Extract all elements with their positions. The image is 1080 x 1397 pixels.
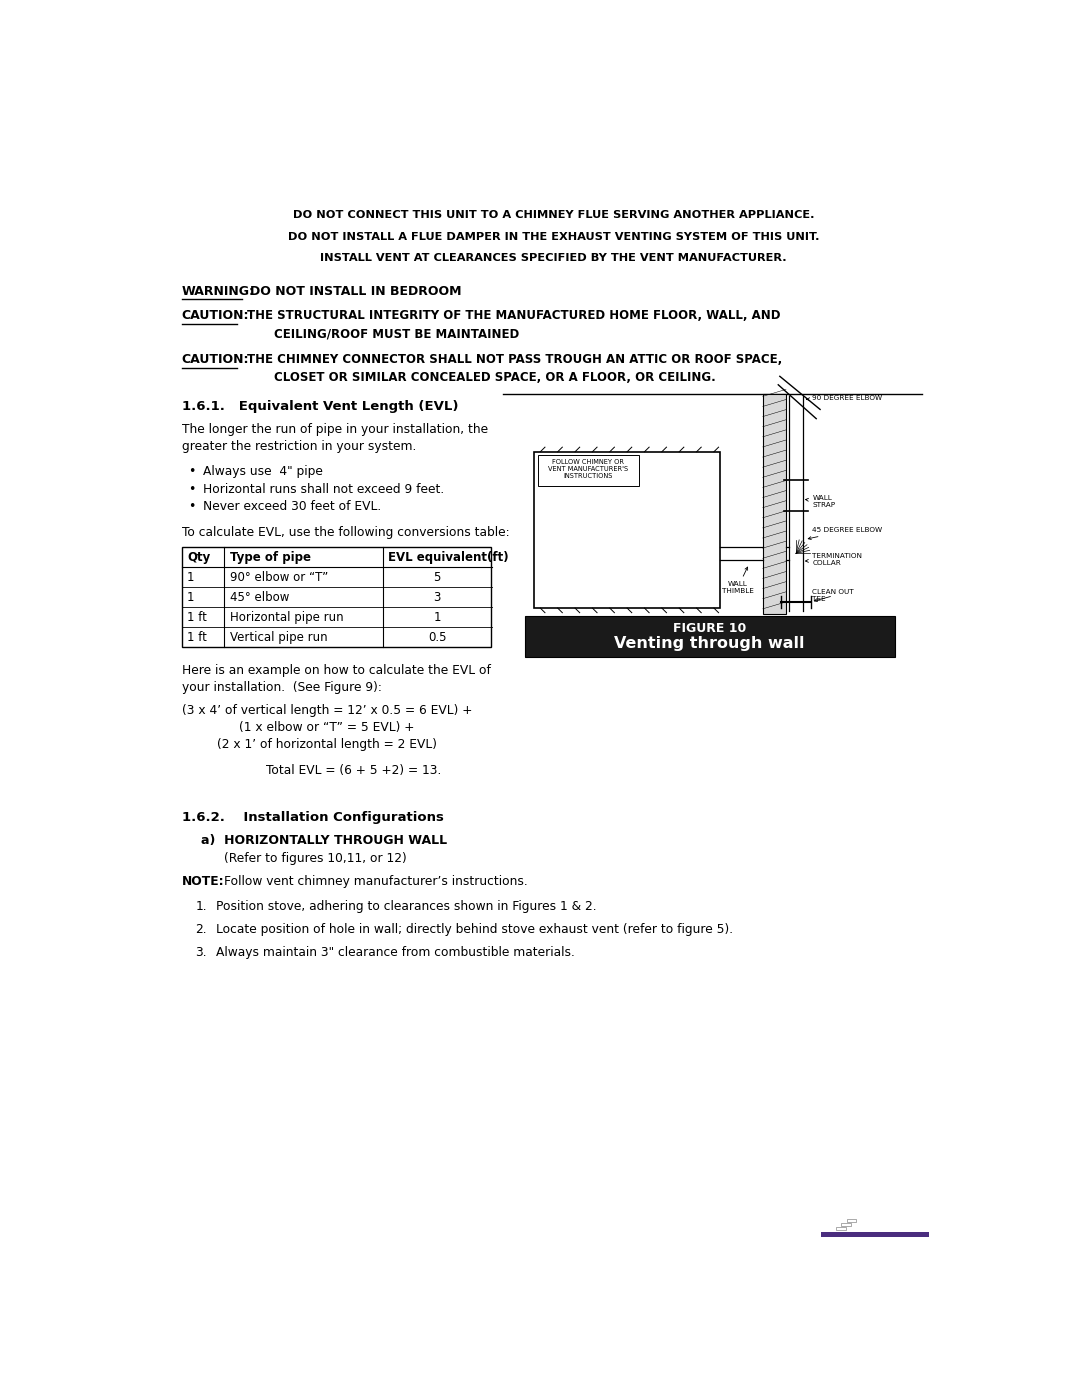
Text: (2 x 1’ of horizontal length = 2 EVL): (2 x 1’ of horizontal length = 2 EVL) [217,738,436,752]
Text: 1: 1 [187,571,194,584]
Text: The longer the run of pipe in your installation, the: The longer the run of pipe in your insta… [181,423,488,436]
Bar [762,394,786,615]
Text: CAUTION:: CAUTION: [181,309,249,323]
Text: CEILING/ROOF MUST BE MAINTAINED: CEILING/ROOF MUST BE MAINTAINED [274,327,519,339]
Bar [836,1228,846,1231]
Text: Always use  4" pipe: Always use 4" pipe [203,465,323,478]
Text: 1.6.2.    Installation Configurations: 1.6.2. Installation Configurations [181,810,444,824]
Text: 45° elbow: 45° elbow [230,591,289,604]
Text: THE CHIMNEY CONNECTOR SHALL NOT PASS TROUGH AN ATTIC OR ROOF SPACE,: THE CHIMNEY CONNECTOR SHALL NOT PASS TRO… [247,353,783,366]
Bar [538,455,638,486]
Text: 90° elbow or “T”: 90° elbow or “T” [230,571,328,584]
Text: •: • [188,500,195,513]
Text: a)  HORIZONTALLY THROUGH WALL: a) HORIZONTALLY THROUGH WALL [201,834,447,847]
Bar [535,451,720,608]
Text: 2.: 2. [195,923,207,936]
Text: Horizontal runs shall not exceed 9 feet.: Horizontal runs shall not exceed 9 feet. [203,482,445,496]
Text: To calculate EVL, use the following conversions table:: To calculate EVL, use the following conv… [181,525,509,539]
Text: (Refer to figures 10,11, or 12): (Refer to figures 10,11, or 12) [225,852,407,865]
Text: Venting through wall: Venting through wall [615,636,805,651]
Text: NOTE:: NOTE: [181,876,225,888]
Text: 3.: 3. [195,946,207,960]
Text: 0.5: 0.5 [428,631,446,644]
Bar [181,548,491,647]
Text: DO NOT INSTALL IN BEDROOM: DO NOT INSTALL IN BEDROOM [249,285,461,298]
Text: 1: 1 [433,610,441,624]
Text: •: • [188,465,195,478]
Text: 1 ft: 1 ft [187,610,206,624]
Text: greater the restriction in your system.: greater the restriction in your system. [181,440,416,453]
Text: Here is an example on how to calculate the EVL of: Here is an example on how to calculate t… [181,665,490,678]
Text: 5: 5 [433,571,441,584]
Text: DO NOT INSTALL A FLUE DAMPER IN THE EXHAUST VENTING SYSTEM OF THIS UNIT.: DO NOT INSTALL A FLUE DAMPER IN THE EXHA… [287,232,820,242]
Text: Total EVL = (6 + 5 +2) = 13.: Total EVL = (6 + 5 +2) = 13. [267,764,442,777]
Text: 90 DEGREE ELBOW: 90 DEGREE ELBOW [807,395,882,401]
Bar [841,1222,851,1227]
Bar [525,616,894,658]
Text: Locate position of hole in wall; directly behind stove exhaust vent (refer to fi: Locate position of hole in wall; directl… [216,923,733,936]
Text: DO NOT CONNECT THIS UNIT TO A CHIMNEY FLUE SERVING ANOTHER APPLIANCE.: DO NOT CONNECT THIS UNIT TO A CHIMNEY FL… [293,210,814,219]
Text: 1.: 1. [195,900,207,912]
Text: WARNING:: WARNING: [181,285,255,298]
Text: your installation.  (See Figure 9):: your installation. (See Figure 9): [181,682,381,694]
Text: Type of pipe: Type of pipe [230,550,311,564]
Text: 45 DEGREE ELBOW: 45 DEGREE ELBOW [808,527,882,539]
Text: 1 ft: 1 ft [187,631,206,644]
Text: 1.6.1.   Equivalent Vent Length (EVL): 1.6.1. Equivalent Vent Length (EVL) [181,400,458,414]
Text: 3: 3 [433,591,441,604]
Text: Position stove, adhering to clearances shown in Figures 1 & 2.: Position stove, adhering to clearances s… [216,900,597,912]
Text: FOLLOW CHIMNEY OR
VENT MANUFACTURER'S
INSTRUCTIONS: FOLLOW CHIMNEY OR VENT MANUFACTURER'S IN… [549,458,629,479]
Text: Horizontal pipe run: Horizontal pipe run [230,610,343,624]
Text: CLEAN OUT
TEE: CLEAN OUT TEE [812,590,854,602]
Text: Vertical pipe run: Vertical pipe run [230,631,327,644]
Bar [847,1218,856,1222]
Text: Always maintain 3" clearance from combustible materials.: Always maintain 3" clearance from combus… [216,946,576,960]
Text: EVL equivalent(ft): EVL equivalent(ft) [389,550,509,564]
Text: CLOSET OR SIMILAR CONCEALED SPACE, OR A FLOOR, OR CEILING.: CLOSET OR SIMILAR CONCEALED SPACE, OR A … [274,372,716,384]
Text: Never exceed 30 feet of EVL.: Never exceed 30 feet of EVL. [203,500,381,513]
Text: •: • [188,482,195,496]
Text: FIGURE 10: FIGURE 10 [673,622,746,636]
Text: TERMINATION
COLLAR: TERMINATION COLLAR [806,553,862,566]
Bar [821,1232,930,1238]
Text: WALL
THIMBLE: WALL THIMBLE [721,567,754,595]
Text: INSTALL VENT AT CLEARANCES SPECIFIED BY THE VENT MANUFACTURER.: INSTALL VENT AT CLEARANCES SPECIFIED BY … [320,253,787,263]
Text: (1 x elbow or “T” = 5 EVL) +: (1 x elbow or “T” = 5 EVL) + [239,721,415,735]
Text: 1: 1 [187,591,194,604]
Text: WALL
STRAP: WALL STRAP [806,495,836,507]
Text: (3 x 4’ of vertical length = 12’ x 0.5 = 6 EVL) +: (3 x 4’ of vertical length = 12’ x 0.5 =… [181,704,472,717]
Text: CAUTION:: CAUTION: [181,353,249,366]
Text: THE STRUCTURAL INTEGRITY OF THE MANUFACTURED HOME FLOOR, WALL, AND: THE STRUCTURAL INTEGRITY OF THE MANUFACT… [247,309,781,323]
Text: Qty: Qty [187,550,211,564]
Text: Follow vent chimney manufacturer’s instructions.: Follow vent chimney manufacturer’s instr… [225,876,528,888]
